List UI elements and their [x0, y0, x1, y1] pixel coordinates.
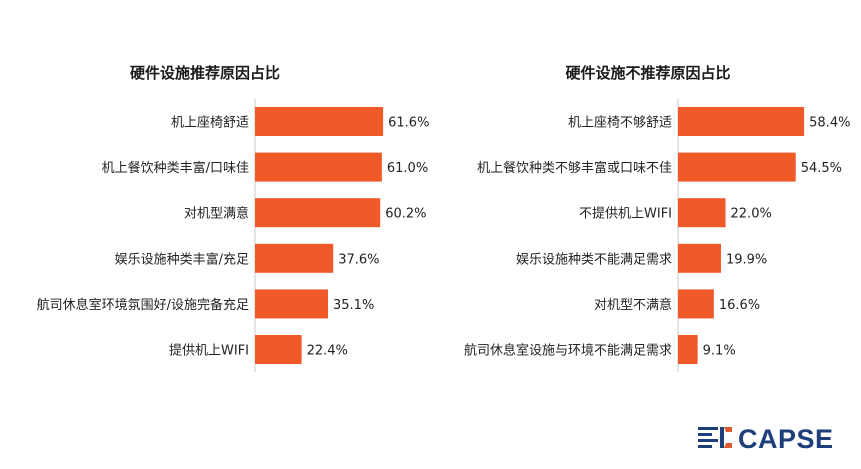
category-label: 不提供机上WIFI [579, 206, 672, 222]
capse-logo-mark-icon [698, 427, 732, 448]
category-label: 提供机上WIFI [169, 343, 249, 359]
data-label: 22.4% [307, 344, 348, 359]
bar [678, 335, 698, 364]
data-label: 37.6% [338, 252, 379, 267]
data-label: 58.4% [809, 116, 850, 131]
bar [255, 107, 384, 136]
data-label: 16.6% [719, 298, 760, 313]
data-label: 54.5% [801, 161, 842, 176]
bar [678, 198, 726, 228]
category-label: 机上座椅舒适 [171, 116, 249, 131]
bar [255, 289, 329, 319]
category-label: 机上座椅不够舒适 [568, 116, 672, 131]
bar [255, 335, 302, 364]
capse-logo-text: CAPSE [738, 423, 834, 454]
data-label: 61.6% [388, 116, 429, 131]
bar [255, 243, 334, 273]
category-label: 航司休息室设施与环境不能满足需求 [464, 343, 672, 359]
data-label: 35.1% [333, 298, 374, 313]
category-label: 机上餐饮种类丰富/口味佳 [102, 160, 249, 176]
data-label: 19.9% [726, 252, 767, 267]
category-label: 航司休息室环境氛围好/设施完备充足 [37, 297, 249, 313]
category-label: 娱乐设施种类丰富/充足 [115, 251, 249, 267]
data-label: 61.0% [387, 161, 428, 176]
data-label: 22.0% [731, 207, 772, 222]
right-chart-title: 硬件设施不推荐原因占比 [565, 64, 731, 82]
bar [678, 289, 714, 319]
bar [255, 198, 381, 228]
capse-logo: CAPSE [698, 423, 834, 455]
category-label: 对机型不满意 [594, 297, 672, 313]
category-label: 机上餐饮种类不够丰富或口味不佳 [477, 160, 672, 176]
bar [678, 243, 721, 273]
category-label: 对机型满意 [184, 206, 249, 222]
bar [678, 152, 796, 182]
left-chart-title: 硬件设施推荐原因占比 [129, 64, 280, 82]
bar [678, 107, 805, 136]
bar [255, 152, 382, 182]
data-label: 9.1% [703, 344, 736, 359]
category-label: 娱乐设施种类不能满足需求 [516, 252, 672, 267]
data-label: 60.2% [385, 207, 426, 222]
